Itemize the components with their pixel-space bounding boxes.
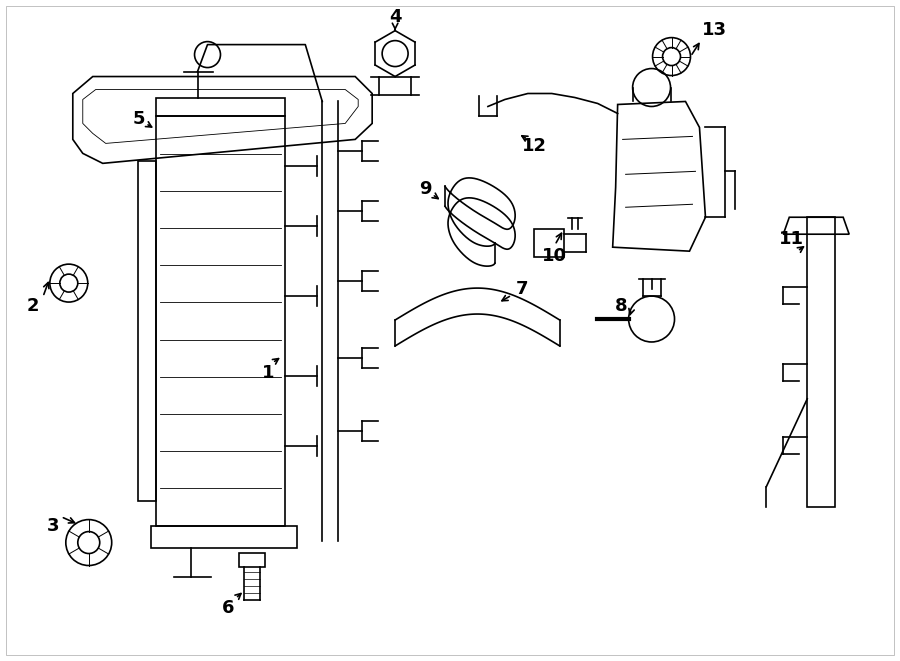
Text: 9: 9 (418, 180, 431, 198)
Text: 10: 10 (543, 247, 567, 265)
Text: 3: 3 (47, 517, 59, 535)
Text: 4: 4 (389, 8, 401, 26)
Text: 7: 7 (516, 280, 528, 298)
Text: 12: 12 (522, 137, 547, 155)
Text: 6: 6 (222, 600, 235, 617)
Text: 5: 5 (132, 110, 145, 128)
Text: 1: 1 (262, 364, 274, 382)
Text: 11: 11 (778, 230, 804, 248)
Text: 8: 8 (616, 297, 628, 315)
Text: 13: 13 (702, 20, 727, 38)
Text: 2: 2 (27, 297, 39, 315)
